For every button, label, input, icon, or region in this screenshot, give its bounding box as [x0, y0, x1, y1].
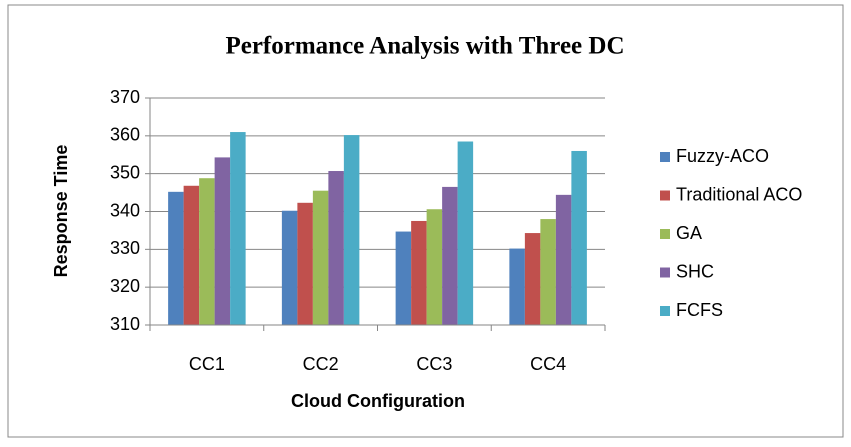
- legend-swatch: [660, 190, 670, 201]
- x-axis-label: Cloud Configuration: [291, 391, 465, 411]
- x-tick-label: CC3: [416, 354, 452, 374]
- bar: [524, 233, 541, 325]
- legend-label: GA: [676, 223, 702, 243]
- bar: [540, 219, 556, 325]
- y-tick-label: 340: [110, 200, 140, 220]
- bar: [442, 186, 458, 325]
- bar: [199, 178, 215, 325]
- chart-title: Performance Analysis with Three DC: [225, 33, 624, 60]
- bar: [555, 194, 572, 325]
- y-tick-label: 370: [110, 87, 140, 107]
- legend-label: Fuzzy-ACO: [676, 146, 769, 166]
- y-tick-label: 350: [110, 162, 140, 182]
- bar: [312, 190, 329, 325]
- bar: [457, 141, 474, 325]
- legend-label: Traditional ACO: [676, 184, 802, 204]
- bar: [328, 171, 344, 325]
- legend-swatch: [660, 229, 670, 239]
- bar: [230, 132, 246, 325]
- bar: [426, 209, 443, 325]
- legend-swatch: [660, 152, 670, 162]
- bar: [183, 185, 200, 325]
- bar: [411, 220, 427, 325]
- bar: [509, 248, 525, 325]
- legend-label: FCFS: [676, 300, 723, 320]
- bar: [214, 157, 231, 325]
- y-tick-label: 360: [110, 125, 140, 145]
- legend-swatch: [660, 267, 670, 278]
- x-tick-label: CC2: [303, 354, 339, 374]
- y-axis-label: Response Time: [51, 145, 71, 278]
- y-tick-label: 330: [110, 238, 140, 258]
- bar: [281, 210, 298, 325]
- bar: [571, 150, 587, 325]
- bar: [168, 191, 184, 325]
- legend-label: SHC: [676, 261, 714, 281]
- x-tick-label: CC4: [530, 354, 566, 374]
- x-tick-label: CC1: [189, 354, 225, 374]
- y-tick-label: 310: [110, 314, 140, 334]
- y-tick-label: 320: [110, 276, 140, 296]
- bar: [297, 202, 313, 325]
- bar: [395, 231, 412, 325]
- legend-swatch: [660, 306, 670, 316]
- bar: [343, 135, 360, 325]
